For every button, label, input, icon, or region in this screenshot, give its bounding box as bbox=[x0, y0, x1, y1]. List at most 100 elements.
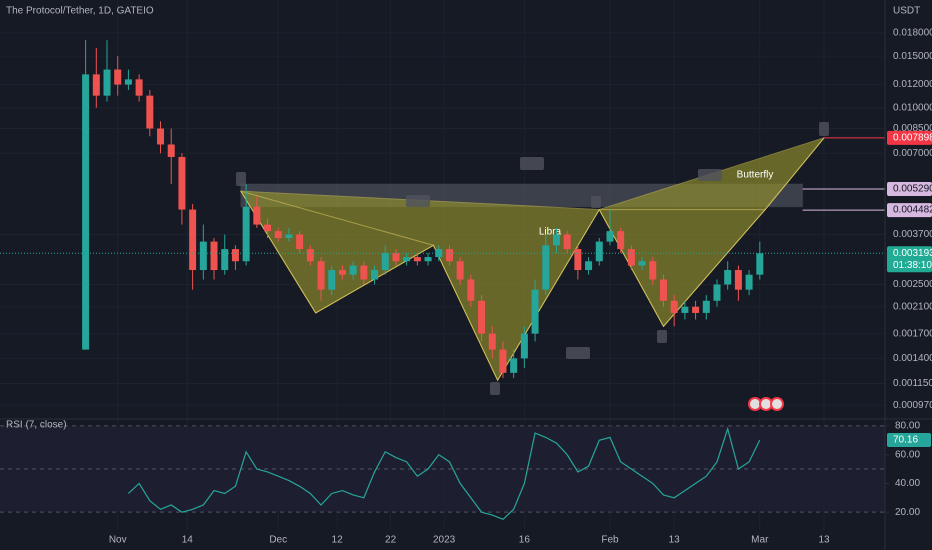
price-label: 0.005290 bbox=[893, 184, 932, 195]
candle-body bbox=[467, 279, 475, 301]
current-price-label: 0.003193 bbox=[893, 248, 932, 259]
candle-body bbox=[638, 261, 646, 266]
x-tick-label: 2023 bbox=[433, 535, 456, 546]
candle-body bbox=[264, 224, 272, 232]
x-tick-label: Feb bbox=[601, 535, 619, 546]
x-tick-label: Mar bbox=[751, 535, 769, 546]
handle[interactable] bbox=[698, 169, 722, 181]
x-tick-label: Dec bbox=[269, 535, 287, 546]
candle-body bbox=[713, 284, 721, 301]
candle-body bbox=[478, 300, 486, 334]
rsi-line bbox=[128, 426, 761, 521]
candle-body bbox=[296, 234, 304, 250]
candle-body bbox=[157, 128, 165, 145]
candle-body bbox=[349, 265, 357, 275]
candle-body bbox=[756, 253, 764, 275]
candle-body bbox=[413, 257, 421, 262]
candle-body bbox=[499, 349, 507, 373]
candle-body bbox=[285, 234, 293, 239]
handle[interactable] bbox=[591, 196, 601, 208]
y-tick-label: 0.001700 bbox=[893, 328, 932, 339]
y-tick-label: 0.008500 bbox=[893, 123, 932, 134]
candle-body bbox=[542, 245, 550, 290]
rsi-tick-label: 20.00 bbox=[895, 507, 920, 518]
price-label-box bbox=[887, 203, 932, 218]
candle-body bbox=[681, 306, 689, 313]
candle-body bbox=[734, 270, 742, 290]
y-tick-label: 0.000970 bbox=[893, 400, 932, 411]
rsi-tick-label: 80.00 bbox=[895, 421, 920, 432]
candle-body bbox=[381, 253, 389, 271]
countdown-label: 01:38:10 bbox=[893, 260, 932, 271]
candle-body bbox=[595, 241, 603, 262]
candle-body bbox=[670, 300, 678, 313]
handle[interactable] bbox=[657, 330, 667, 343]
candle-body bbox=[317, 261, 325, 290]
current-price-box bbox=[887, 246, 932, 273]
x-tick-label: 22 bbox=[385, 535, 397, 546]
handle[interactable] bbox=[819, 122, 829, 136]
candle-body bbox=[189, 209, 197, 271]
candle-body bbox=[338, 270, 346, 275]
handle[interactable] bbox=[490, 382, 500, 395]
y-tick-label: 0.001400 bbox=[893, 353, 932, 364]
candle-body bbox=[617, 231, 625, 250]
pattern-label: Butterfly bbox=[737, 170, 774, 181]
y-tick-label: 0.015000 bbox=[893, 51, 932, 62]
event-icons[interactable] bbox=[748, 397, 784, 411]
candle-body bbox=[124, 79, 132, 85]
candle-body bbox=[702, 300, 710, 313]
candle-body bbox=[221, 249, 229, 271]
price-label-box bbox=[887, 181, 932, 196]
candle-body bbox=[627, 249, 635, 266]
candle-body bbox=[135, 79, 143, 96]
candle-body bbox=[82, 74, 90, 350]
handle[interactable] bbox=[406, 195, 430, 207]
candle-body bbox=[392, 253, 400, 262]
candle-body bbox=[563, 234, 571, 250]
candle-body bbox=[274, 231, 282, 239]
x-tick-label: 13 bbox=[818, 535, 830, 546]
axis-unit: USDT bbox=[893, 6, 920, 17]
candle-body bbox=[445, 249, 453, 262]
price-label: 0.007898 bbox=[893, 133, 932, 144]
candle-body bbox=[520, 333, 528, 359]
candle-body bbox=[574, 249, 582, 271]
y-tick-label: 0.001150 bbox=[893, 378, 932, 389]
chart-title: The Protocol/Tether, 1D, GATEIO bbox=[6, 6, 154, 17]
candle-body bbox=[231, 249, 239, 262]
handle[interactable] bbox=[566, 347, 590, 359]
candle-body bbox=[167, 144, 175, 157]
y-tick-label: 0.007000 bbox=[893, 148, 932, 159]
candle-body bbox=[253, 206, 261, 225]
candle-body bbox=[585, 261, 593, 271]
candle-body bbox=[242, 206, 250, 262]
pattern-line bbox=[240, 190, 600, 382]
candle-body bbox=[403, 257, 411, 262]
candle-body bbox=[745, 274, 753, 290]
candle-body bbox=[724, 270, 732, 285]
candle-body bbox=[306, 249, 314, 262]
candle-body bbox=[360, 265, 368, 280]
price-label-box bbox=[887, 130, 932, 145]
pattern-label: Libra bbox=[539, 227, 562, 238]
y-tick-label: 0.002500 bbox=[893, 279, 932, 290]
handle[interactable] bbox=[236, 172, 246, 186]
rsi-value-label: 70.16 bbox=[893, 435, 918, 446]
x-tick-label: Nov bbox=[109, 535, 127, 546]
candle-body bbox=[114, 69, 122, 85]
rsi-title: RSI (7, close) bbox=[6, 420, 67, 431]
drawing-handles[interactable] bbox=[236, 122, 829, 395]
candle-body bbox=[424, 257, 432, 262]
x-tick-label: 12 bbox=[332, 535, 344, 546]
handle[interactable] bbox=[520, 157, 544, 170]
candle-body bbox=[103, 69, 111, 96]
candle-body bbox=[199, 241, 207, 271]
candle-body bbox=[328, 270, 336, 290]
price-label: 0.004482 bbox=[893, 205, 932, 216]
candle-body bbox=[488, 333, 496, 350]
event-icon[interactable] bbox=[770, 397, 784, 411]
x-tick-label: 16 bbox=[519, 535, 531, 546]
candle-body bbox=[692, 306, 700, 313]
candle-body bbox=[649, 261, 657, 280]
